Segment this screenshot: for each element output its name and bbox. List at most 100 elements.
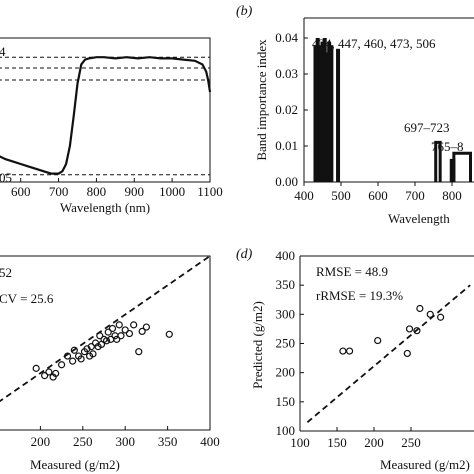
panel-d-point-3 — [403, 349, 411, 358]
panel-b-y-tick-label: 0.00 — [275, 174, 298, 189]
panel-a-x-axis-label: Wavelength (nm) — [60, 200, 150, 215]
panel-a-x-tick-label: 800 — [87, 184, 107, 199]
panel-c-point-21 — [102, 337, 111, 345]
panel-b-x-tick-label: 500 — [331, 188, 351, 203]
panel-c-point-25 — [111, 332, 119, 340]
panel-b-bar-0 — [313, 45, 318, 183]
panel-a: 600 700 800 900 1000 1100 4 05 Wavelength (nm… — [0, 37, 223, 215]
panel-d-stat-rmse: RMSE = 48.9 — [316, 264, 388, 279]
panel-d-x-tick-label: 200 — [364, 435, 384, 450]
panel-b-ticks: 400 500 600 700 800 0.00 0.01 0.02 0.03 0.04 — [275, 30, 462, 203]
panel-d-y-tick-label: 300 — [276, 306, 296, 321]
panel-c-x-tick-label: 250 — [73, 434, 93, 449]
panel-d-point-4 — [405, 325, 414, 333]
panel-c-x-tick-label: 300 — [115, 434, 135, 449]
panel-c: 200 250 300 350 400 52 CV = 25.6 Measured (g… — [0, 255, 220, 472]
panel-d-point-5 — [413, 327, 421, 335]
panel-c-point-10 — [77, 355, 85, 363]
panel-b-block-2 — [452, 151, 472, 182]
panel-a-corner-bottom: 05 — [0, 170, 12, 185]
panel-c-point-18 — [96, 332, 104, 340]
panel-c-point-8 — [70, 346, 78, 354]
panel-b-annotation-765: 765–8 — [431, 139, 464, 154]
panel-d-point-0 — [339, 347, 347, 355]
panel-c-stat-cv: CV = 25.6 — [0, 291, 54, 306]
panel-a-x-tick-label: 700 — [49, 184, 69, 199]
panel-c-point-5 — [57, 361, 66, 369]
panel-c-point-1 — [41, 372, 49, 380]
panel-d-label: (d) — [236, 247, 253, 262]
panel-b-x-tick-label: 700 — [405, 188, 425, 203]
panel-d-y-tick-label: 350 — [276, 277, 296, 292]
panel-d-stat-rrmse: rRMSE = 19.3% — [316, 288, 403, 303]
panel-c-frame — [0, 255, 211, 431]
panel-c-stat-r: 52 — [0, 265, 12, 280]
panel-a-x-tick-label: 1000 — [159, 184, 185, 199]
panel-a-x-tick-label: 1100 — [197, 184, 223, 199]
panel-d-y-tick-label: 200 — [276, 365, 296, 380]
panel-b-y-tick-label: 0.01 — [275, 138, 298, 153]
panel-d-point-6 — [416, 304, 424, 313]
panel-d-x-tick-label: 250 — [401, 435, 421, 450]
panel-b-y-tick-label: 0.02 — [275, 102, 298, 117]
panel-b-x-tick-label: 600 — [368, 188, 388, 203]
panel-b-bar-8 — [336, 48, 341, 182]
panel-b-y-tick-label: 0.04 — [275, 30, 298, 45]
panel-c-point-32 — [135, 348, 143, 356]
panel-d-one-to-one-line — [306, 284, 471, 423]
panel-d-y-axis-label: Predicted (g/m2) — [250, 301, 265, 389]
panel-a-x-tick-label: 900 — [125, 184, 145, 199]
panel-d-x-tick-label: 100 — [290, 435, 310, 450]
panel-b: (b) Band importance index 400 500 600 700 80… — [236, 4, 474, 226]
panel-a-reference-lines — [0, 56, 210, 176]
panel-c-point-26 — [113, 335, 121, 343]
panel-a-spectrum-line — [0, 56, 212, 175]
panel-b-bar-4 — [322, 38, 327, 182]
panel-c-point-22 — [104, 328, 112, 336]
panel-a-x-ticks: 600 700 800 900 1000 1100 — [11, 178, 223, 199]
panel-b-annotation-697: 697–723 — [404, 120, 450, 135]
panel-d-point-2 — [374, 336, 382, 345]
panel-d-x-axis-label: Measured (g/m2) — [380, 457, 470, 472]
panel-b-bar-1 — [315, 38, 320, 182]
panel-c-point-29 — [121, 326, 129, 334]
panel-c-point-24 — [108, 324, 117, 333]
panel-b-bar-3 — [320, 41, 325, 182]
panel-c-point-31 — [130, 321, 138, 329]
panel-b-y-tick-label: 0.03 — [275, 66, 298, 81]
panel-c-points — [32, 321, 173, 381]
panel-c-one-to-one-line — [0, 255, 211, 403]
panel-b-bar-2 — [318, 45, 323, 183]
panel-d-ticks: 100 150 200 250 100 150 200 250 300 350 400 — [276, 248, 421, 450]
panel-b-bars — [313, 38, 472, 183]
panel-d-point-1 — [345, 347, 354, 355]
panel-d-point-7 — [426, 310, 434, 318]
panel-b-block-0 — [434, 140, 442, 182]
panel-d-points — [339, 304, 445, 358]
panel-a-frame — [0, 37, 211, 183]
panel-c-point-14 — [87, 343, 95, 351]
panel-d-y-tick-label: 400 — [276, 248, 296, 263]
panel-c-x-tick-label: 350 — [158, 434, 178, 449]
panel-d-x-tick-label: 150 — [327, 435, 347, 450]
panel-c-x-tick-label: 400 — [200, 434, 220, 449]
panel-c-point-15 — [89, 350, 97, 358]
panel-b-label: (b) — [236, 4, 253, 19]
panel-c-point-4 — [52, 369, 60, 378]
panel-b-bar-5 — [324, 52, 329, 183]
panel-a-x-tick-label: 600 — [11, 184, 31, 199]
panel-d: (d) Predicted (g/m2) 100 150 200 250 100 150 2… — [236, 247, 474, 472]
panel-b-annotation-peaks: 434, 447, 460, 473, 506 — [312, 36, 436, 51]
panel-b-bar-7 — [329, 45, 334, 183]
panel-d-point-8 — [437, 313, 445, 321]
panel-c-point-6 — [63, 352, 72, 360]
panel-c-point-35 — [165, 330, 173, 338]
panel-b-bar-6 — [327, 41, 332, 182]
panel-d-y-tick-label: 150 — [276, 394, 296, 409]
panel-a-corner-top: 4 — [0, 44, 6, 59]
panel-c-x-ticks: 200 250 300 350 400 — [31, 426, 220, 449]
panel-b-y-axis-label: Band importance index — [254, 39, 269, 161]
panel-c-point-34 — [142, 323, 150, 331]
panel-b-x-tick-label: 800 — [442, 188, 462, 203]
